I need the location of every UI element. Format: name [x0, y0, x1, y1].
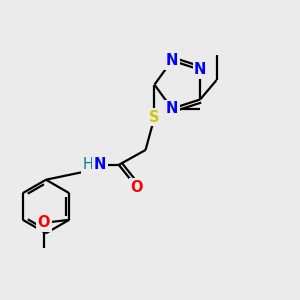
Text: N: N: [166, 101, 178, 116]
Text: N: N: [166, 53, 178, 68]
Text: H: H: [82, 158, 93, 172]
Text: N: N: [94, 158, 106, 172]
Text: S: S: [149, 110, 160, 125]
Text: O: O: [130, 180, 143, 195]
Text: O: O: [38, 215, 50, 230]
Text: N: N: [194, 62, 206, 77]
